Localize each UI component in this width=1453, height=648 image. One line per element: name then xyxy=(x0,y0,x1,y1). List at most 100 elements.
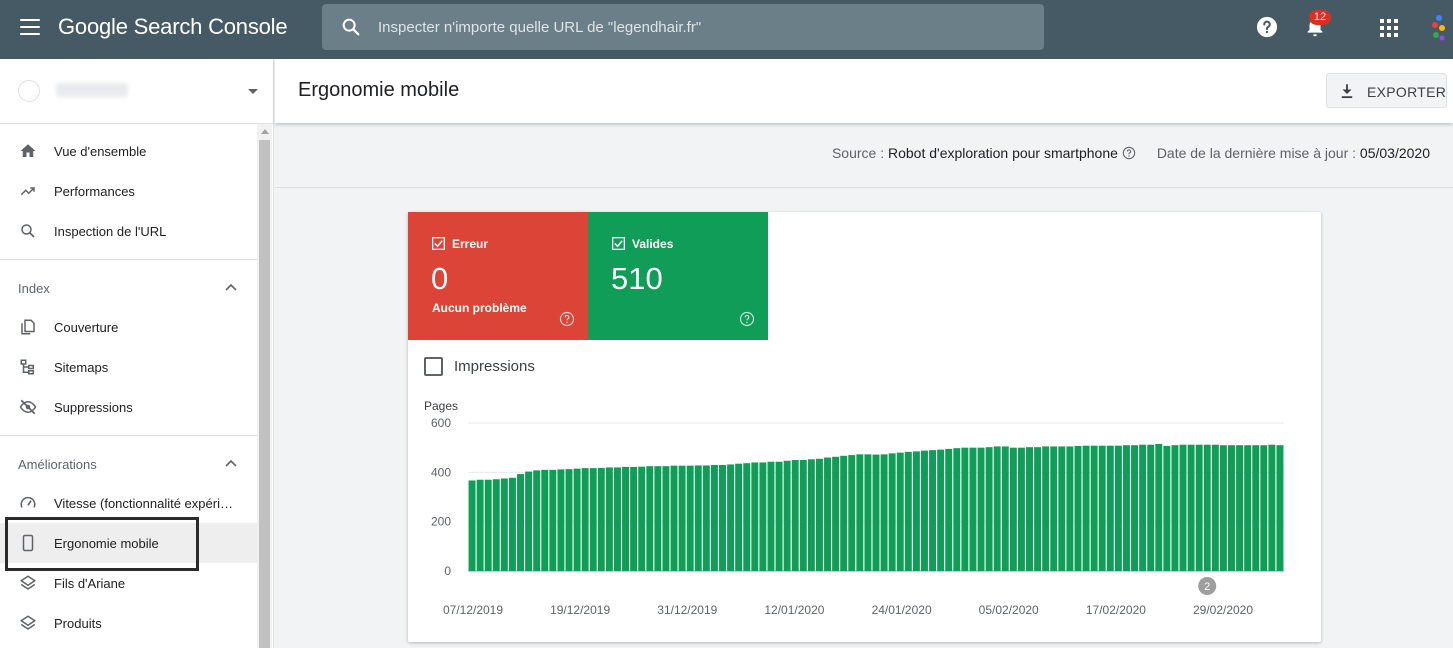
search-icon xyxy=(21,224,35,238)
chart-bar xyxy=(565,469,573,571)
chart-bar xyxy=(751,462,759,571)
x-tick-label: 17/02/2020 xyxy=(1086,603,1146,617)
chart-bar xyxy=(694,465,702,571)
chart-bar xyxy=(1268,444,1276,571)
url-inspection-search[interactable] xyxy=(322,4,1044,50)
chart-bar xyxy=(630,466,638,571)
chart-bar xyxy=(710,464,718,571)
chart-bar xyxy=(824,457,831,571)
sidebar-item-label: Vue d'ensemble xyxy=(54,144,147,159)
sidebar-item-url-inspection[interactable]: Inspection de l'URL xyxy=(0,211,257,251)
chart-bar xyxy=(896,452,904,571)
chart-bar xyxy=(1179,444,1187,571)
chart-bar xyxy=(517,474,524,571)
valid-tile[interactable]: Valides 510 xyxy=(588,212,768,340)
help-icon[interactable] xyxy=(1256,16,1278,38)
sidebar-item-coverage[interactable]: Couverture xyxy=(0,307,257,347)
chart-bar xyxy=(921,450,928,571)
chart-bar xyxy=(1211,444,1219,571)
menu-icon[interactable] xyxy=(20,19,40,35)
divider xyxy=(275,187,1453,188)
chart-bar xyxy=(662,466,670,571)
chart-bar xyxy=(735,463,743,571)
chart-bar xyxy=(1163,445,1171,571)
chart-bar xyxy=(880,454,888,571)
sidebar-item-label: Produits xyxy=(54,616,102,631)
help-outline-icon[interactable] xyxy=(559,311,575,327)
chart-bar xyxy=(759,462,767,571)
chart-bar xyxy=(492,479,500,571)
apps-grid-icon[interactable] xyxy=(1380,19,1398,37)
chart-bar xyxy=(791,460,799,571)
smartphone-icon xyxy=(22,534,34,552)
checkbox-checked-icon[interactable] xyxy=(432,237,445,250)
error-tile-subtitle: Aucun problème xyxy=(432,301,527,315)
chart-bar xyxy=(888,453,896,571)
chart-bar xyxy=(525,471,533,571)
property-favicon xyxy=(18,80,40,102)
account-avatar-icon[interactable] xyxy=(1430,14,1448,42)
chart-bar xyxy=(1260,445,1268,571)
chart-bar xyxy=(605,467,613,571)
export-label: EXPORTER xyxy=(1367,84,1447,100)
sidebar-item-label: Performances xyxy=(54,184,135,199)
chart-bar xyxy=(840,455,848,571)
source-label: Source : xyxy=(831,145,885,161)
chart-bar xyxy=(476,479,484,571)
chart-bar xyxy=(1106,445,1114,571)
sidebar-item-speed[interactable]: Vitesse (fonctionnalité expérimentale) xyxy=(0,483,257,523)
error-tile[interactable]: Erreur 0 Aucun problème xyxy=(408,212,588,340)
help-outline-icon[interactable] xyxy=(739,311,755,327)
chart-bar xyxy=(686,465,694,571)
chart-bar xyxy=(638,466,646,571)
help-outline-icon[interactable] xyxy=(1122,146,1136,160)
app-title[interactable]: Google Search Console xyxy=(58,14,288,39)
property-selector[interactable] xyxy=(0,59,273,124)
eye-off-icon xyxy=(19,399,37,415)
scroll-up-arrow-icon[interactable] xyxy=(261,129,269,134)
chart-bar xyxy=(1090,445,1098,571)
last-update-value: 05/03/2020 xyxy=(1359,145,1430,161)
chart-bar xyxy=(872,454,880,571)
chart-bar xyxy=(856,454,864,571)
dropdown-arrow-icon xyxy=(248,89,258,94)
chart-bar xyxy=(1074,445,1082,571)
sidebar-item-mobile-usability[interactable]: Ergonomie mobile xyxy=(0,523,257,563)
chart-bar xyxy=(1122,445,1130,571)
notification-count-badge: 12 xyxy=(1309,10,1331,25)
chart-bar xyxy=(549,469,557,571)
checkbox-checked-icon[interactable] xyxy=(612,237,625,250)
mobile-usability-card: Erreur 0 Aucun problème Valides 510 Impr… xyxy=(408,212,1321,642)
sidebar-item-overview[interactable]: Vue d'ensemble xyxy=(0,131,257,171)
sidebar-item-label: Sitemaps xyxy=(54,360,109,375)
export-button[interactable]: EXPORTER xyxy=(1326,73,1447,108)
search-icon xyxy=(342,18,360,36)
sidebar-item-performance[interactable]: Performances xyxy=(0,171,257,211)
scrollbar-thumb[interactable] xyxy=(259,140,270,648)
error-tile-label: Erreur xyxy=(452,237,489,251)
chart-bar xyxy=(1114,445,1122,571)
sidebar-item-products[interactable]: Produits xyxy=(0,603,257,643)
chart-bar xyxy=(953,448,961,571)
chart-bar xyxy=(646,466,654,571)
chart-bar xyxy=(1050,446,1058,571)
impressions-checkbox[interactable] xyxy=(424,357,443,376)
chart-bar xyxy=(727,464,735,571)
y-axis-label: Pages xyxy=(424,399,458,413)
section-index-header[interactable]: Index xyxy=(0,267,257,307)
sidebar-scrollbar[interactable] xyxy=(257,124,272,648)
section-enhancements-header[interactable]: Améliorations xyxy=(0,443,257,483)
search-input[interactable] xyxy=(378,4,1028,50)
chart-bar xyxy=(613,467,621,571)
sidebar-item-sitemaps[interactable]: Sitemaps xyxy=(0,347,257,387)
chart-bar xyxy=(832,456,840,571)
sidebar-item-removals[interactable]: Suppressions xyxy=(0,387,257,427)
selection-highlight-box xyxy=(5,517,199,571)
sidebar-item-breadcrumbs[interactable]: Fils d'Ariane xyxy=(0,563,257,603)
chart-bar xyxy=(1276,445,1284,571)
chart-bar xyxy=(799,460,807,571)
chart-bar xyxy=(670,465,678,571)
chart-bar xyxy=(1195,444,1203,571)
page-title: Ergonomie mobile xyxy=(298,79,460,101)
chart-bar xyxy=(500,478,508,571)
